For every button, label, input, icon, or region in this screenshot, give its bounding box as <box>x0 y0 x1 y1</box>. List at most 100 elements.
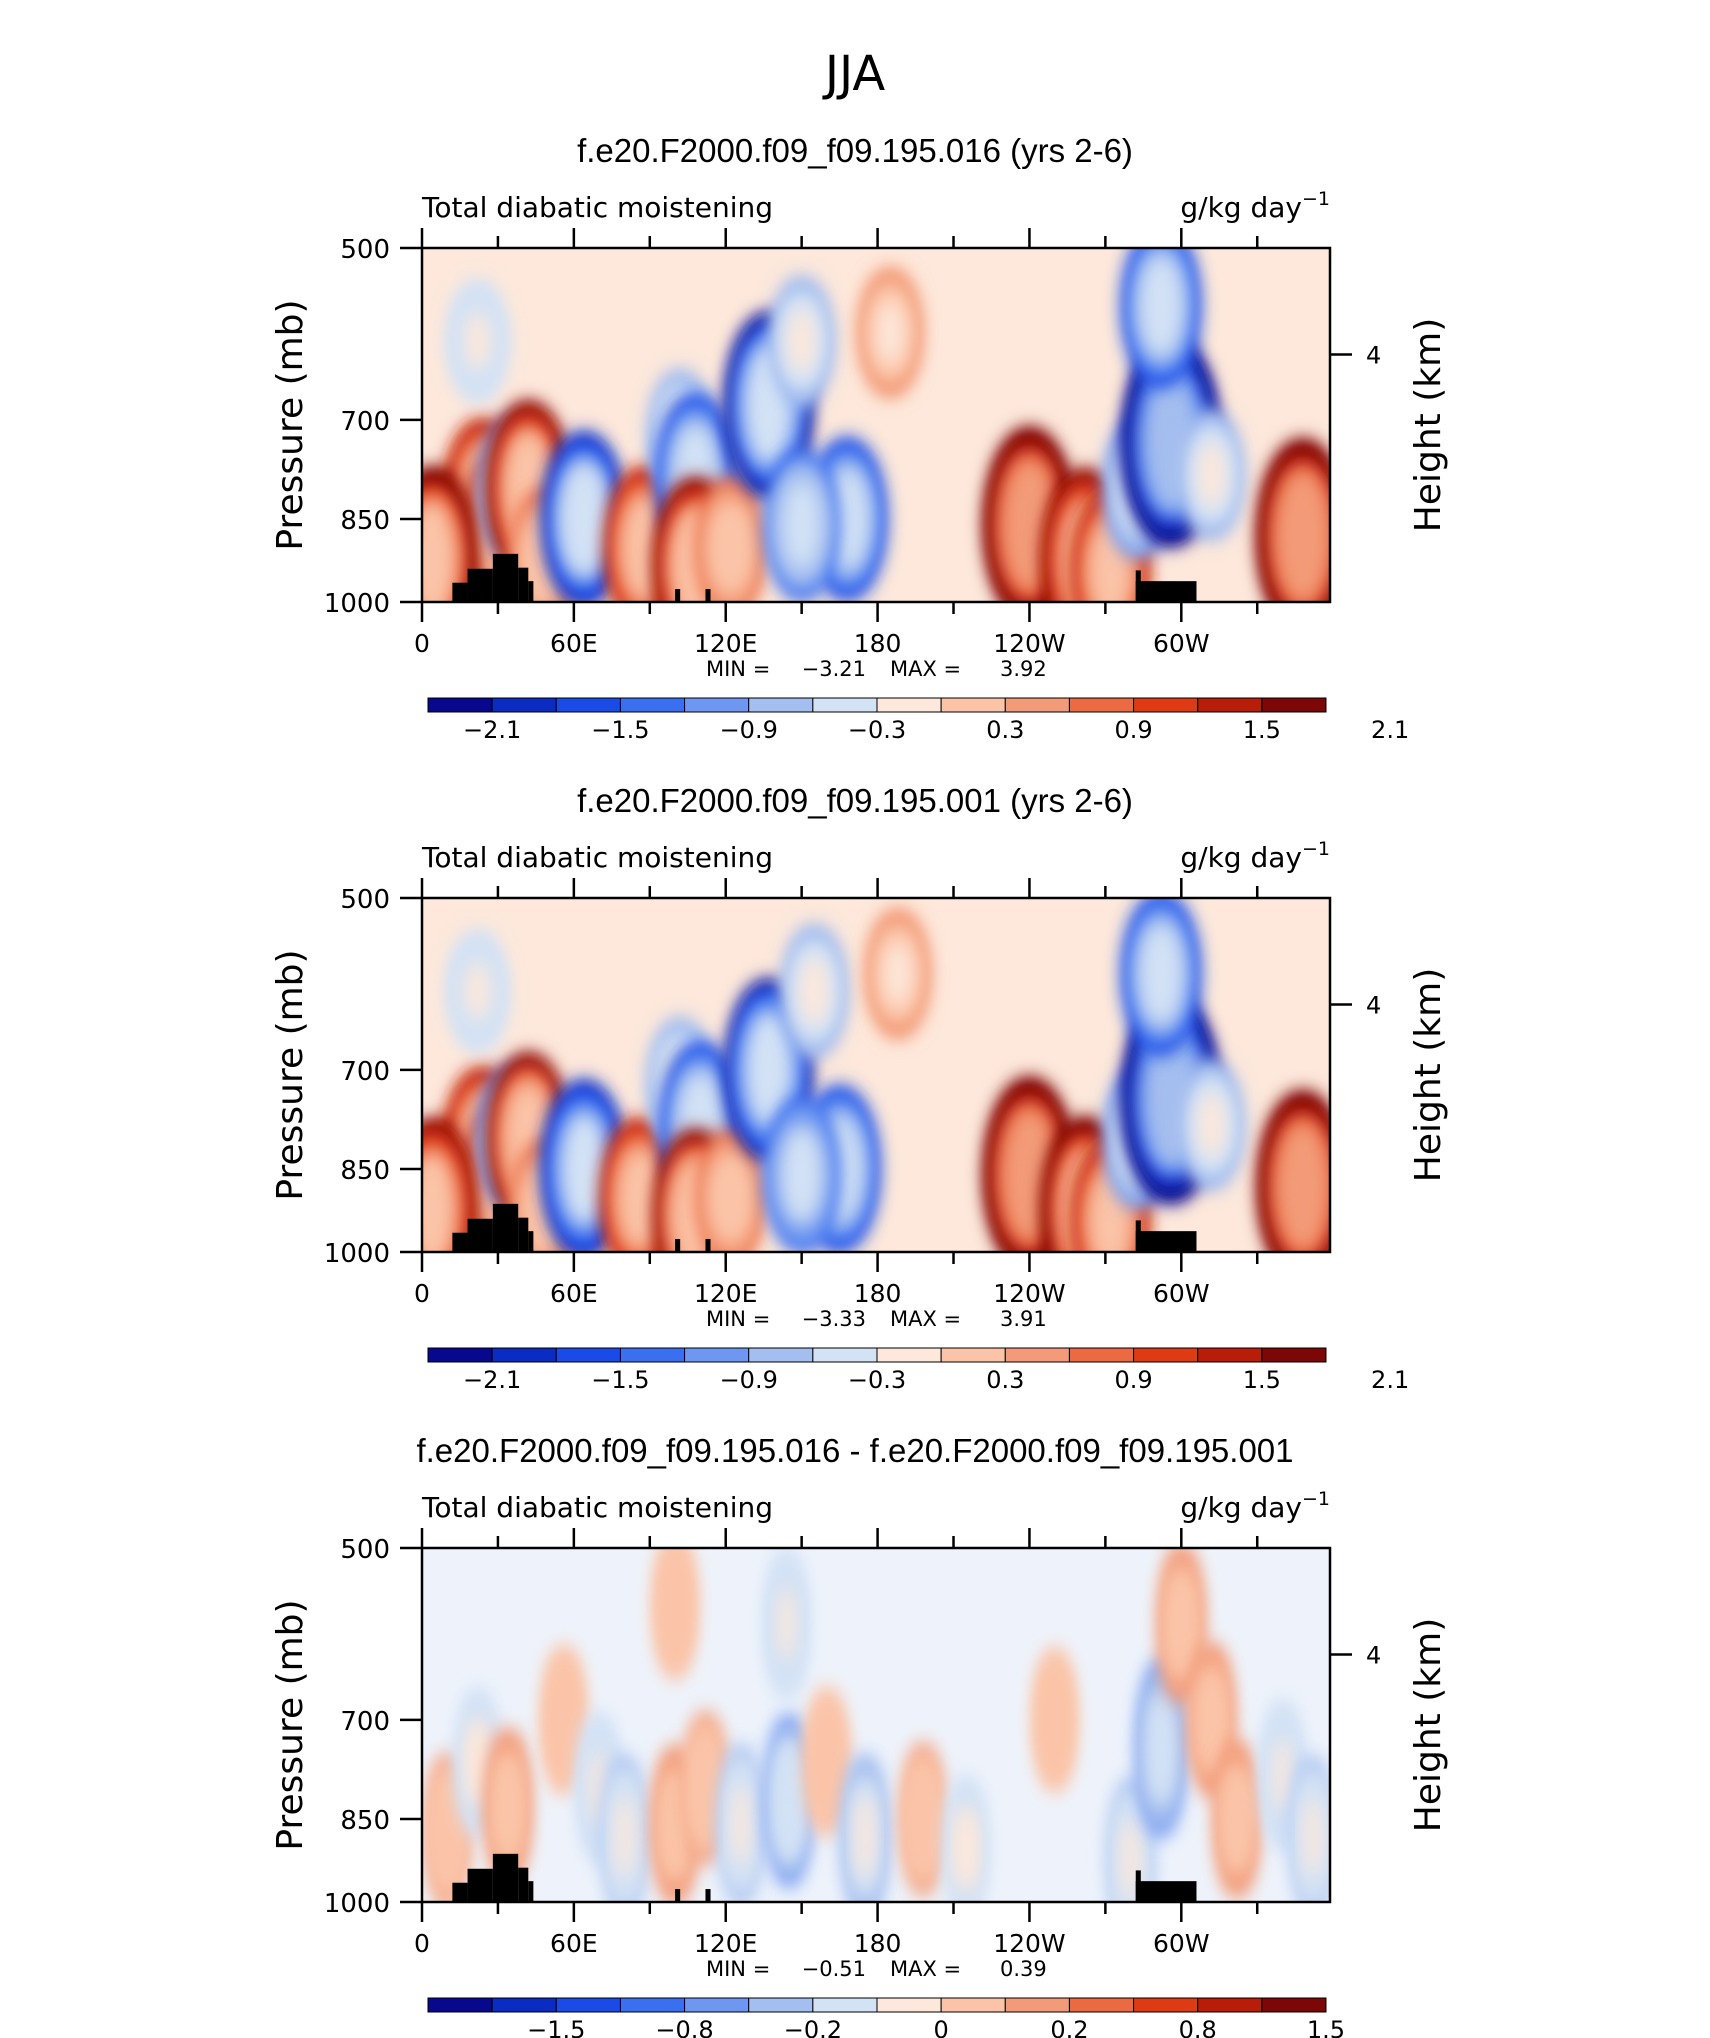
plot-frame <box>420 1546 1332 1904</box>
field-blob <box>555 1684 572 1756</box>
colorbar-swatch <box>1261 697 1327 713</box>
x-tick-label: 120W <box>993 1929 1065 1958</box>
land-mask <box>492 1203 519 1252</box>
x-tick-label: 60E <box>550 1279 598 1308</box>
field-blob <box>560 1112 608 1226</box>
colorbar-swatch <box>1261 1347 1327 1363</box>
field-blob <box>465 311 491 371</box>
colorbar-label: −0.2 <box>784 2016 842 2038</box>
right-tick-label: 4 <box>1366 342 1381 370</box>
colorbar-swatch <box>1004 697 1070 713</box>
field-blob <box>1150 1699 1172 1798</box>
land-mask <box>518 1217 529 1252</box>
x-tick-label: 60W <box>1153 629 1210 658</box>
land-mask <box>1135 581 1197 602</box>
colorbar-swatch <box>876 1997 942 2013</box>
x-tick-label: 180 <box>854 629 902 658</box>
land-mask <box>1135 1220 1141 1252</box>
colorbar-swatch <box>1197 1347 1263 1363</box>
x-tick-label: 120E <box>694 629 758 658</box>
max-value: 3.92 <box>1000 657 1047 681</box>
land-mask <box>467 1868 493 1902</box>
y-tick-label: 850 <box>340 1806 390 1836</box>
colorbar-swatch <box>940 1997 1006 2013</box>
field-blob <box>615 1795 634 1878</box>
colorbar-swatch <box>876 697 942 713</box>
colorbar-swatch <box>491 697 557 713</box>
field-blob <box>876 299 905 366</box>
field-blob <box>499 1768 517 1846</box>
colorbar-swatch <box>748 1347 814 1363</box>
colorbar-swatch <box>684 697 750 713</box>
field-blob <box>714 509 747 587</box>
field-blob <box>715 1161 747 1235</box>
x-tick-label: 120E <box>694 1929 758 1958</box>
y-tick-label: 1000 <box>324 1239 390 1269</box>
x-tick-label: 0 <box>414 1279 430 1308</box>
field-blob <box>561 464 607 574</box>
colorbar-swatch <box>684 1997 750 2013</box>
field-blob <box>744 1011 793 1128</box>
field-blob <box>619 1150 660 1246</box>
variable-label: Total diabatic moistening <box>421 191 773 224</box>
field-blob <box>666 1784 685 1865</box>
field-blob <box>855 1793 875 1880</box>
field-blob <box>826 469 868 568</box>
plot-frame <box>420 246 1332 604</box>
land-mask <box>1135 1881 1197 1902</box>
field-blob <box>422 1151 457 1252</box>
min-value: −3.21 <box>802 657 866 681</box>
field-blob <box>438 1793 456 1868</box>
field-blob <box>1002 1109 1057 1241</box>
field-blob <box>1140 256 1182 355</box>
max-label: MAX = <box>890 657 961 681</box>
land-mask <box>467 568 493 602</box>
field-blob <box>883 941 912 1007</box>
colorbar-label: 1.5 <box>1243 716 1281 744</box>
colorbar-swatch <box>748 1997 814 2013</box>
y-tick-label: 700 <box>340 1057 390 1087</box>
land-mask <box>518 567 529 602</box>
min-label: MIN = <box>706 1957 770 1981</box>
x-tick-label: 60W <box>1153 1279 1210 1308</box>
field-blob <box>624 499 666 598</box>
land-mask <box>452 1232 468 1252</box>
colorbar-label: 0.8 <box>1179 2016 1217 2038</box>
colorbar-swatch <box>1133 1347 1199 1363</box>
heatmap-field <box>422 248 1330 602</box>
max-label: MAX = <box>890 1957 961 1981</box>
field-blob <box>1228 1780 1246 1858</box>
y-axis-title: Pressure (mb) <box>270 1599 311 1850</box>
y-tick-label: 500 <box>340 885 390 915</box>
field-blob <box>731 1784 750 1865</box>
land-mask <box>518 1867 529 1902</box>
colorbar-label: 1.5 <box>1243 1366 1281 1394</box>
colorbar-swatch <box>427 697 493 713</box>
colorbar-label: −1.5 <box>527 2016 585 2038</box>
field-blob <box>799 956 830 1026</box>
field-blob <box>779 1754 799 1847</box>
y-axis-title-right: Height (km) <box>1408 318 1449 532</box>
colorbar-label: −2.1 <box>463 1366 521 1394</box>
colorbar-swatch <box>491 1997 557 2013</box>
colorbar-label: 0.9 <box>1114 1366 1152 1394</box>
field-blob <box>465 961 491 1021</box>
colorbar-swatch <box>812 697 878 713</box>
land-mask <box>675 589 681 602</box>
field-blob <box>697 1751 714 1825</box>
land-mask <box>492 553 519 602</box>
land-mask <box>528 581 534 602</box>
colorbar-label: −1.5 <box>591 1366 649 1394</box>
land-mask <box>528 1881 534 1902</box>
x-tick-label: 60E <box>550 629 598 658</box>
y-tick-label: 1000 <box>324 589 390 619</box>
x-tick-label: 180 <box>854 1279 902 1308</box>
field-blob <box>667 1571 684 1640</box>
colorbar-label: −2.1 <box>463 716 521 744</box>
colorbar-label: 2.1 <box>1371 716 1409 744</box>
field-blob <box>1275 471 1330 602</box>
x-tick-label: 0 <box>414 629 430 658</box>
land-mask <box>675 1889 681 1902</box>
colorbar-swatch <box>812 1347 878 1363</box>
